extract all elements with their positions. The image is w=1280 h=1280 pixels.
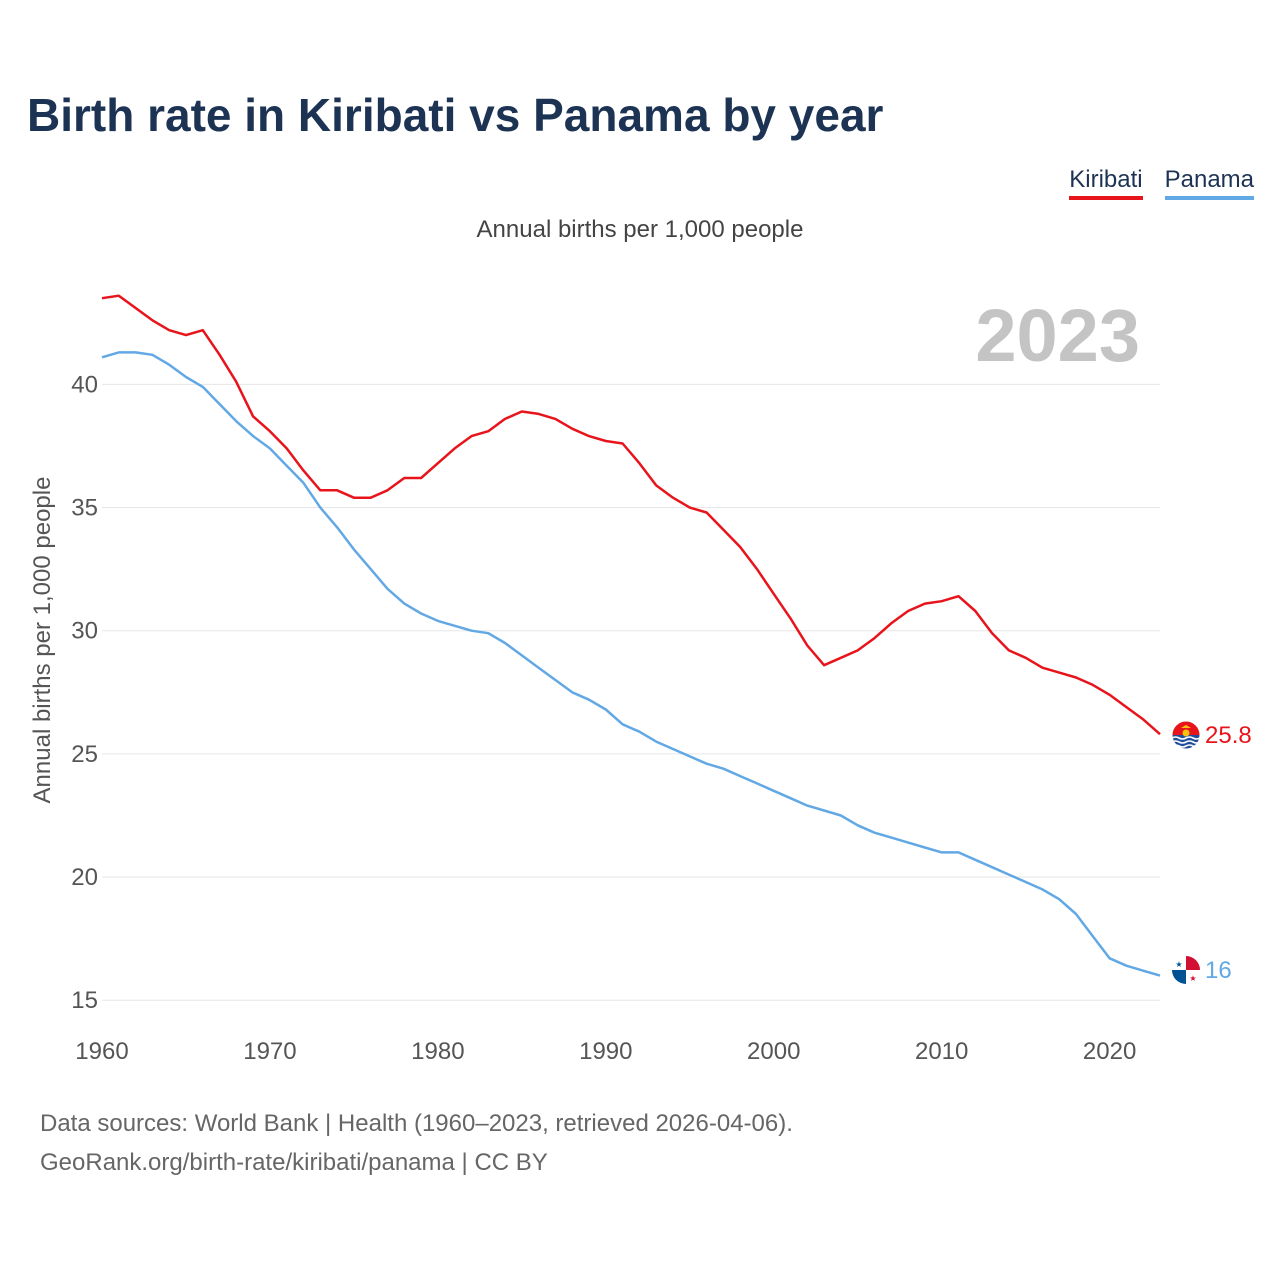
kiribati-end-label: 25.8 [1205,722,1252,749]
x-tick-label: 2020 [1083,1038,1136,1065]
x-tick-label: 1960 [75,1038,128,1065]
y-axis-ticks: 15 20 25 30 35 40 [71,371,98,1014]
x-tick-label: 1980 [411,1038,464,1065]
y-tick-label: 40 [71,371,98,398]
y-tick-label: 35 [71,495,98,522]
series-lines [101,294,1161,977]
y-tick-label: 20 [71,864,98,891]
gridlines [102,383,1160,1001]
panama-end-label: 16 [1205,957,1232,984]
y-tick-label: 25 [71,741,98,768]
footer-link[interactable]: GeoRank.org/birth-rate/kiribati/panama |… [40,1149,548,1176]
legend: Kiribati Panama [1069,166,1254,200]
svg-text:★: ★ [1189,974,1196,983]
x-tick-label: 1970 [243,1038,296,1065]
x-tick-label: 2000 [747,1038,800,1065]
x-axis-ticks: 1960 1970 1980 1990 2000 2010 2020 [75,1038,1136,1065]
svg-text:★: ★ [1175,960,1182,969]
legend-label-panama: Panama [1164,166,1254,193]
series-line-kiribati [101,294,1161,736]
kiribati-flag-border [1171,720,1201,750]
series-line-panama [101,351,1161,977]
x-tick-label: 2010 [915,1038,968,1065]
chart-subtitle: Annual births per 1,000 people [476,216,804,243]
footer-sources: Data sources: World Bank | Health (1960–… [40,1110,793,1137]
legend-item-panama[interactable]: Panama [1164,166,1254,200]
legend-item-kiribati[interactable]: Kiribati [1069,166,1143,200]
y-tick-label: 15 [71,987,98,1014]
x-tick-label: 1990 [579,1038,632,1065]
year-watermark: 2023 [975,294,1140,377]
legend-label-kiribati: Kiribati [1069,166,1143,193]
footer: Data sources: World Bank | Health (1960–… [40,1104,793,1182]
kiribati-flag-icon [1172,721,1200,749]
chart-title: Birth rate in Kiribati vs Panama by year [27,89,884,141]
y-tick-label: 30 [71,618,98,645]
panama-flag-icon: ★ ★ [1172,956,1200,984]
y-axis-label: Annual births per 1,000 people [29,477,56,804]
